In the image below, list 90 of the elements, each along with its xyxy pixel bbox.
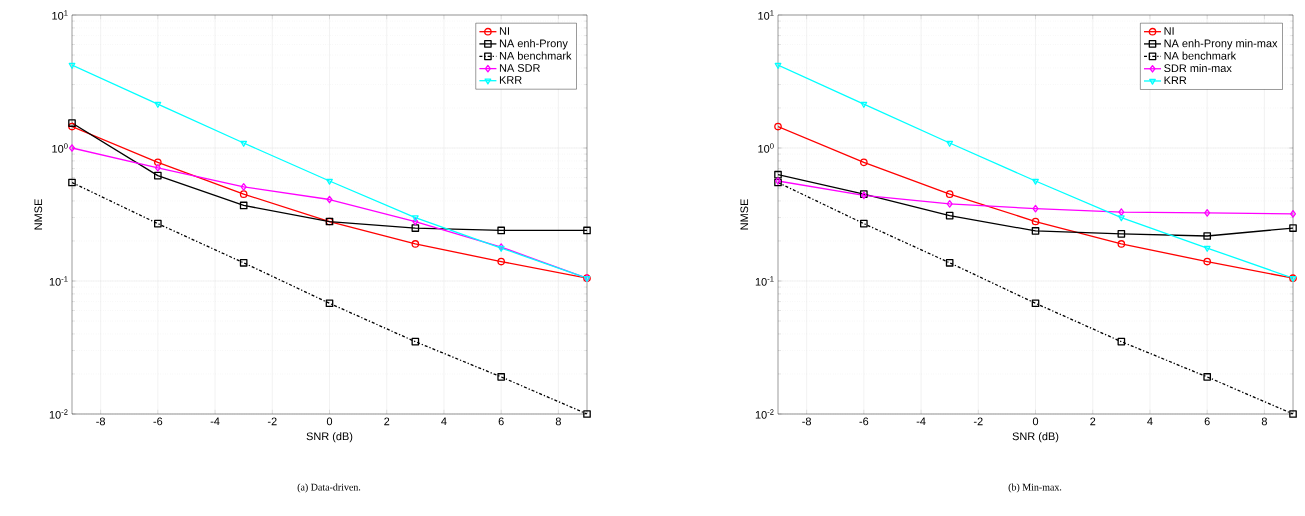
text: (a) Data-driven. <box>297 483 361 493</box>
x-tick-label: -8 <box>96 417 105 426</box>
point <box>1031 299 1040 308</box>
legend-label: NI <box>499 27 509 35</box>
point <box>1203 232 1212 240</box>
point <box>240 183 247 191</box>
x-tick-label: 2 <box>384 417 390 426</box>
x-tick-label: 8 <box>555 417 561 426</box>
x-tick-label: -6 <box>153 417 163 426</box>
point <box>325 299 334 308</box>
x-tick-label: -6 <box>859 417 869 426</box>
point <box>860 158 868 167</box>
point <box>154 158 162 167</box>
x-tick-label: -2 <box>973 417 983 426</box>
y-axis-title: NMSE <box>34 199 43 230</box>
point <box>154 171 162 180</box>
point <box>239 201 248 210</box>
point <box>1203 373 1212 381</box>
point <box>154 101 162 108</box>
point <box>68 119 76 127</box>
point <box>946 200 953 208</box>
x-tick-label: 2 <box>1090 417 1096 426</box>
x-tick-label: -4 <box>210 417 220 426</box>
point <box>411 337 420 346</box>
point <box>239 190 248 198</box>
point <box>239 258 248 267</box>
point <box>1203 257 1212 266</box>
x-tick-label: 0 <box>326 417 333 426</box>
x-tick-label: 4 <box>1147 417 1153 426</box>
x-tick-label: 0 <box>1032 417 1039 426</box>
legend-label: KRR <box>1164 76 1187 84</box>
point <box>946 140 954 147</box>
point <box>945 258 954 267</box>
legend-label: NA benchmark <box>1164 51 1237 60</box>
x-tick-label: 6 <box>498 417 504 426</box>
point <box>68 178 76 187</box>
x-tick-label: -4 <box>916 417 926 426</box>
point <box>945 190 954 198</box>
y-tick-label: 10$^{0}$ <box>52 143 68 153</box>
point <box>1289 410 1297 418</box>
point <box>411 240 420 248</box>
y-axis-title: NMSE <box>740 199 749 230</box>
point <box>1204 209 1211 217</box>
legend-label: KRR <box>499 76 522 84</box>
point <box>945 211 954 220</box>
point <box>1117 337 1126 346</box>
point <box>497 226 506 235</box>
point <box>1031 217 1040 226</box>
y-tick-label: 10$^{1}$ <box>758 10 774 20</box>
point <box>583 410 591 418</box>
point <box>411 215 419 222</box>
point <box>497 373 506 381</box>
point <box>1031 227 1040 235</box>
legend-label: NA SDR <box>499 64 540 72</box>
point <box>1032 178 1039 185</box>
point <box>1032 204 1039 213</box>
point <box>326 178 333 185</box>
y-tick-label: 10$^{-1}$ <box>49 276 68 286</box>
legend-label: NA benchmark <box>499 51 572 60</box>
x-tick-label: -2 <box>267 417 277 426</box>
point <box>1203 245 1211 252</box>
legend-label: NA enh-Prony min-max <box>1164 39 1278 50</box>
y-tick-label: 10$^{-2}$ <box>49 409 68 419</box>
x-tick-label: -8 <box>802 417 812 426</box>
text: (b) Min-max. <box>1008 483 1062 493</box>
point <box>1289 224 1297 232</box>
y-tick-label: 10$^{0}$ <box>758 143 774 153</box>
x-axis-title: SNR (dB) <box>306 432 353 443</box>
x-tick-label: 4 <box>441 417 447 426</box>
point <box>411 224 420 232</box>
y-tick-label: 10$^{1}$ <box>52 10 68 20</box>
point <box>1117 240 1126 248</box>
point <box>497 257 506 266</box>
point <box>860 101 868 108</box>
point <box>1117 215 1125 222</box>
point <box>240 140 248 147</box>
point <box>774 170 782 179</box>
point <box>583 226 591 235</box>
y-tick-label: 10$^{-1}$ <box>755 276 774 286</box>
x-axis-title: SNR (dB) <box>1012 432 1059 443</box>
legend-label: NA enh-Prony <box>499 39 568 50</box>
legend-label: SDR min-max <box>1164 64 1232 73</box>
point <box>1117 230 1126 238</box>
y-tick-label: 10$^{-2}$ <box>755 409 774 419</box>
legend-label: NI <box>1164 27 1174 35</box>
x-tick-label: 6 <box>1204 417 1210 426</box>
point <box>154 163 161 172</box>
x-tick-label: 8 <box>1261 417 1267 426</box>
point <box>154 219 162 228</box>
point <box>860 219 868 228</box>
